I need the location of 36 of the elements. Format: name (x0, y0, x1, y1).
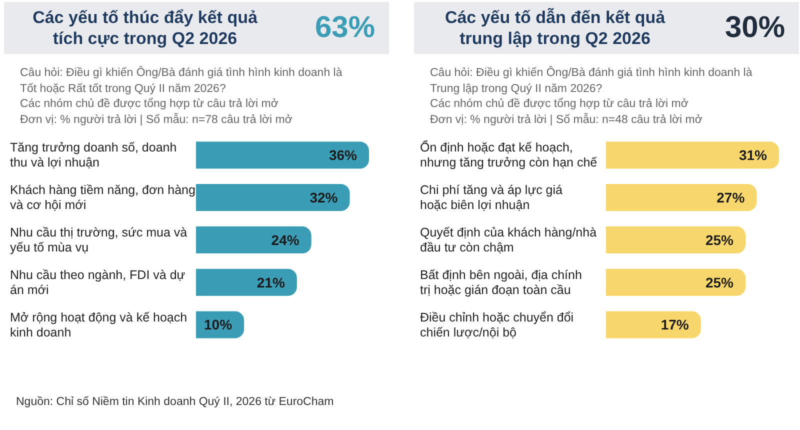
bar (606, 268, 746, 296)
bar (196, 184, 350, 212)
data-label: 27% (716, 190, 746, 206)
data-label: 36% (328, 147, 358, 164)
data-label: 10% (204, 316, 233, 333)
bar (606, 142, 779, 169)
y-tick-label: Nhu cầu thị trường, sức mua và yếu tố mùa vụ (10, 226, 188, 254)
data-label: 17% (660, 316, 690, 333)
chart-subtitle: Câu hỏi: Điều gì khiến Ông/Bà đánh giá tình hình kinh doanh là Tốt hoặc Rất tốt trong Quý II năm 2026? Các nhóm chủ đề được tổng hợp từ câu trả lời mở Đơn vị: % người trả lời | Số mẫu: n=78 câu trả lời mở (20, 66, 344, 128)
bar (606, 311, 701, 338)
chart-subtitle: Câu hỏi: Điều gì khiến Ông/Bà đánh giá tình hình kinh doanh là Trung lập trong Quý II năm 2026? Các nhóm chủ đề được tổng hợp từ câu trả lời mở Đơn vị: % người trả lời | Số mẫu: n=48 câu trả lời mở (430, 66, 754, 128)
chart-title: Các yếu tố thúc đẩy kết quả tích cực trong Q2 2026 (32, 7, 258, 49)
data-label: 25% (705, 274, 734, 290)
y-tick-label: Khách hàng tiềm năng, đơn hàng và cơ hội mới (10, 183, 196, 212)
y-tick-label: Chi phí tăng và áp lực giá hoặc biên lợi nhuận (420, 183, 563, 212)
y-tick-label: Bất định bên ngoài, địa chính trị hoặc gián đoạn toàn cầu (420, 268, 582, 297)
y-tick-label: Điều chỉnh hoặc chuyển đổi chiến lược/nội bộ (420, 310, 574, 340)
y-tick-label: Quyết định của khách hàng/nhà đầu tư còn chậm (420, 226, 597, 254)
y-tick-label: Mở rộng hoạt động và kế hoạch kinh doanh (10, 310, 188, 340)
data-label: 31% (738, 147, 768, 164)
text: 30% (724, 11, 785, 45)
bar (196, 142, 369, 169)
bar (196, 268, 297, 296)
bar (606, 184, 757, 212)
bar (196, 226, 312, 254)
data-label: 24% (271, 232, 300, 248)
bar (606, 226, 746, 254)
y-tick-label: Ổn định hoặc đạt kế hoạch, nhưng tăng trưởng còn hạn chế (420, 140, 598, 170)
data-label: 32% (310, 190, 338, 206)
y-tick-label: Nhu cầu theo ngành, FDI và dự án mới (10, 268, 186, 297)
chart-title: Các yếu tố dẫn đến kết quả trung lập trong Q2 2026 (444, 7, 666, 49)
text: 63% (314, 11, 375, 45)
y-tick-label: Tăng trưởng doanh số, doanh thu và lợi nhuận (10, 140, 177, 170)
data-label: 25% (705, 232, 734, 248)
data-label: 21% (256, 274, 286, 290)
text: Nguồn: Chỉ số Niềm tin Kinh doanh Quý II, 2026 từ EuroCham (16, 396, 334, 408)
